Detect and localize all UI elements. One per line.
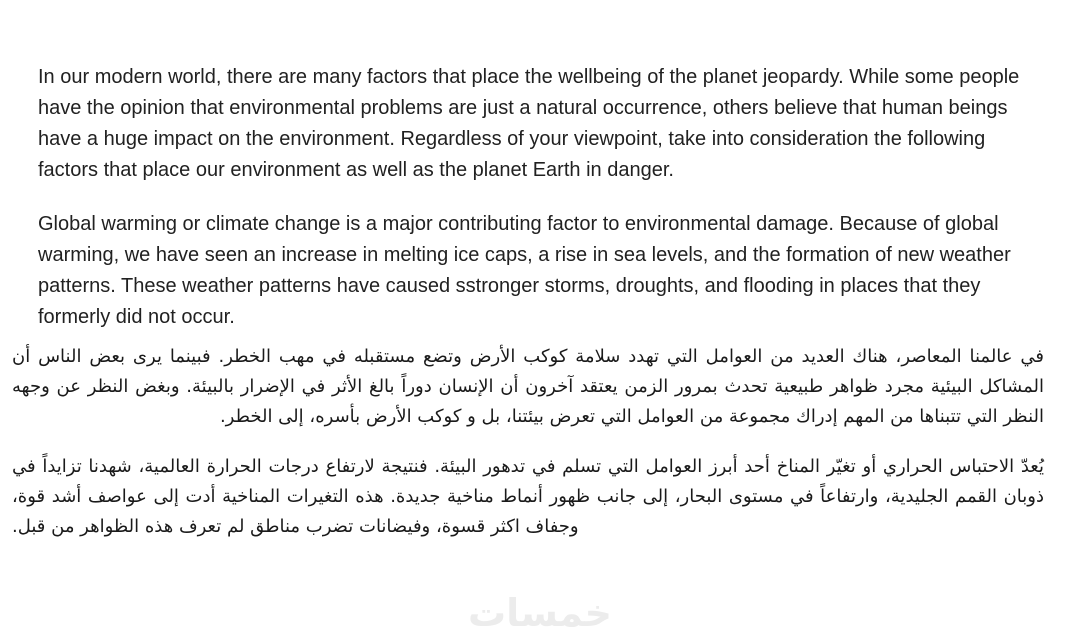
arabic-paragraph-1: في عالمنا المعاصر، هناك العديد من العوام… <box>12 346 1044 427</box>
english-paragraph-2: Global warming or climate change is a ma… <box>38 213 1011 328</box>
khamsat-watermark: خمسات <box>468 591 612 635</box>
document-content: In our modern world, there are many fact… <box>12 66 1044 537</box>
english-paragraph-1: In our modern world, there are many fact… <box>38 66 1020 181</box>
arabic-paragraph-2: يُعدّ الاحتباس الحراري أو تغيّر المناخ أ… <box>12 456 1044 537</box>
